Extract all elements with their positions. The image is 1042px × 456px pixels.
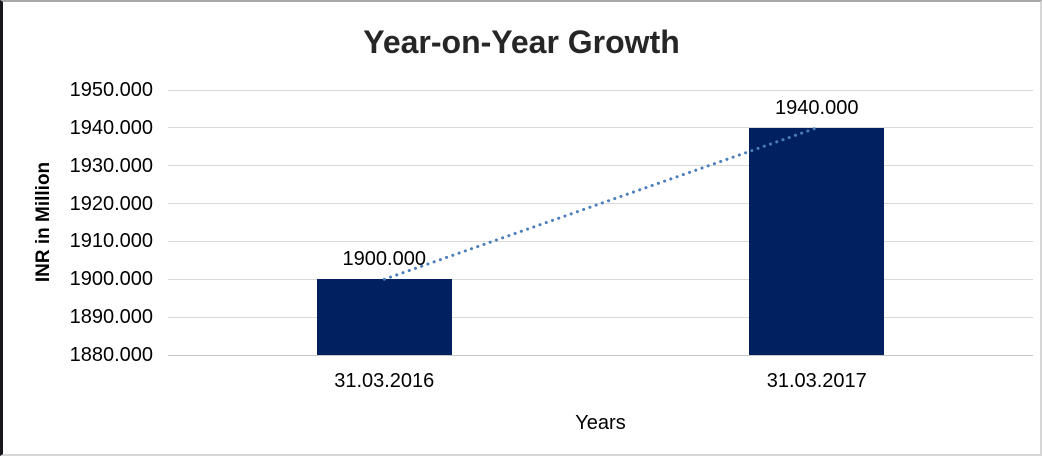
y-tick-label: 1930.000 (69, 154, 153, 177)
gridline (168, 127, 1033, 129)
chart-title: Year-on-Year Growth (363, 24, 680, 60)
trendline (382, 126, 819, 281)
y-tick-label: 1950.000 (69, 79, 153, 101)
x-tick-label: 31.03.2016 (334, 370, 435, 392)
y-tick-label: 1940.000 (69, 116, 153, 139)
y-tick-label: 1890.000 (69, 306, 153, 329)
x-axis-title: Years (575, 412, 626, 434)
y-tick-label: 1880.000 (69, 344, 153, 366)
data-label: 1940.000 (775, 96, 859, 119)
bar (316, 279, 452, 355)
x-tick-label: 31.03.2017 (766, 370, 867, 392)
gridline (168, 203, 1033, 205)
gridline (168, 354, 1033, 356)
y-tick-label: 1900.000 (69, 268, 153, 291)
y-axis-title: INR in Million (33, 161, 54, 283)
bar (749, 127, 885, 355)
gridline (168, 240, 1033, 242)
plot-area: 1900.000 31.03.2016 1940.000 31.03.2017 (168, 89, 1033, 392)
y-tick-label: 1910.000 (69, 230, 153, 253)
gridline (168, 316, 1033, 318)
data-label: 1900.000 (342, 248, 426, 271)
gridline (168, 89, 1033, 91)
y-tick-label: 1920.000 (69, 192, 153, 215)
gridline (168, 278, 1033, 280)
gridline (168, 165, 1033, 167)
